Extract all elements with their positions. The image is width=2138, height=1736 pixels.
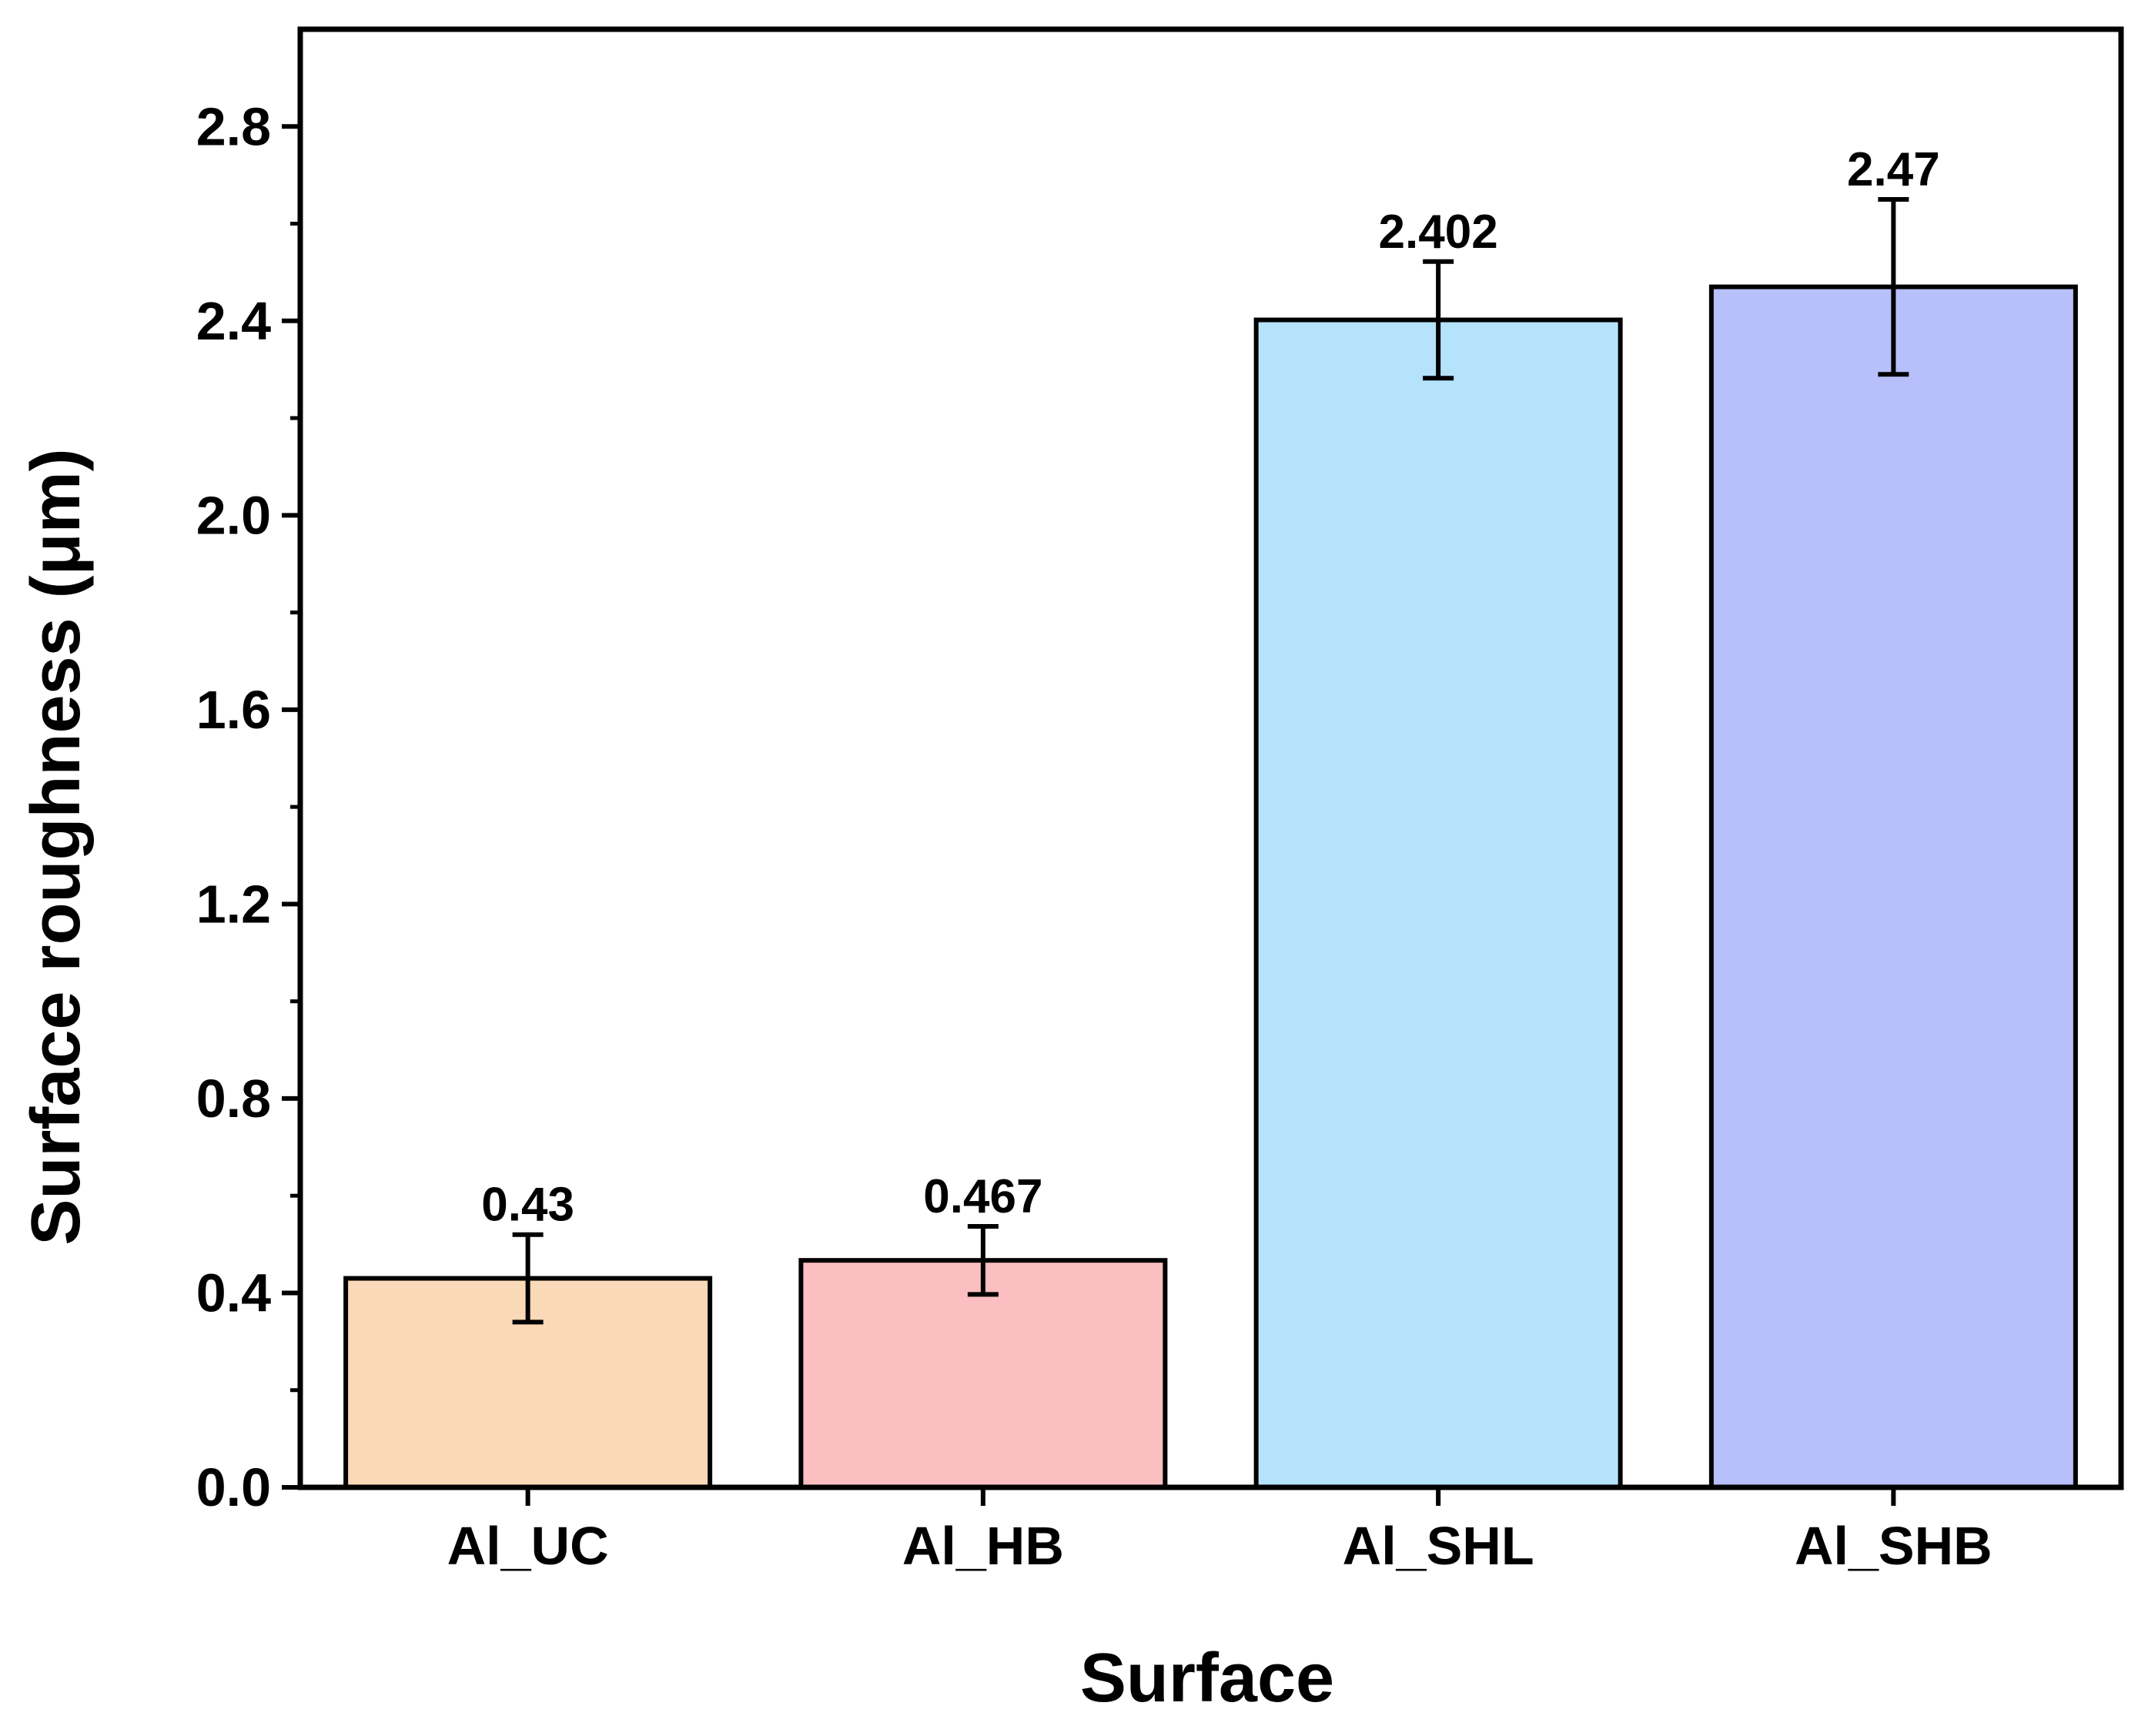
y-tick-label-6: 2.4 — [196, 291, 271, 351]
y-tick-label-5: 2.0 — [196, 485, 271, 545]
y-axis-title: Surface roughness (μm) — [18, 448, 95, 1245]
labels-layer: 0.43 Al_UC 0.467 Al_HB 2.402 Al_SHL 2.47 Al_SHB… — [196, 96, 1992, 1576]
plot-frame — [297, 26, 2124, 1490]
bar-al-shl — [1253, 317, 1623, 1490]
y-tick-label-4: 1.6 — [196, 680, 271, 740]
y-tick-label-2: 0.8 — [196, 1069, 271, 1129]
x-tick-label-3: Al_SHB — [1795, 1516, 1992, 1576]
bar-al-shb — [1708, 284, 2078, 1490]
error-bars-layer — [512, 196, 1909, 1325]
bars-layer — [343, 284, 2078, 1490]
data-label-2: 2.402 — [1379, 206, 1498, 259]
x-axis-title: Surface — [1080, 1640, 1334, 1717]
x-tick-label-0: Al_UC — [447, 1516, 609, 1576]
data-label-1: 0.467 — [923, 1170, 1042, 1223]
bar-al-hb — [798, 1258, 1168, 1490]
axes-layer — [282, 26, 2124, 1506]
x-tick-label-2: Al_SHL — [1343, 1516, 1534, 1576]
data-label-0: 0.43 — [481, 1179, 574, 1232]
data-label-3: 2.47 — [1847, 143, 1940, 196]
y-tick-label-7: 2.8 — [196, 96, 271, 156]
y-tick-label-3: 1.2 — [196, 874, 271, 934]
x-tick-label-1: Al_HB — [902, 1516, 1064, 1576]
y-tick-label-1: 0.4 — [196, 1263, 271, 1323]
y-tick-label-0: 0.0 — [196, 1457, 271, 1517]
